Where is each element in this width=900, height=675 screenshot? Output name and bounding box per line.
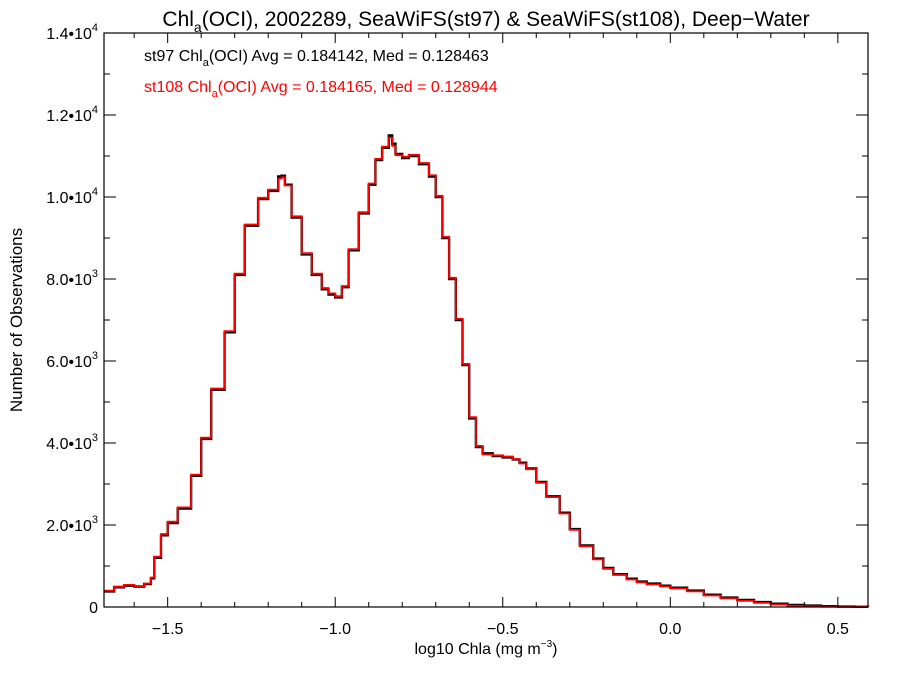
y-tick-label: 6.0•103 (46, 350, 98, 371)
legend-entry-st97: st97 Chla(OCI) Avg = 0.184142, Med = 0.1… (144, 48, 489, 69)
plot-area (103, 32, 870, 608)
legend-entry-st108: st108 Chla(OCI) Avg = 0.184165, Med = 0.… (144, 79, 498, 100)
plot-frame (103, 32, 869, 608)
x-tick-label: −1.0 (319, 621, 351, 638)
legend: st97 Chla(OCI) Avg = 0.184142, Med = 0.1… (144, 48, 498, 100)
y-tick-label: 1.4•104 (46, 22, 98, 43)
y-axis: 0 2.0•103 4.0•103 6.0•103 8.0•103 1.0•104 1.2•… (46, 22, 868, 617)
x-axis: −1.5 −1.0 −0.5 0.0 0.5 (133, 33, 849, 638)
y-tick-label: 0 (89, 600, 98, 617)
y-tick-label: 1.2•104 (46, 104, 98, 125)
y-tick-label: 1.0•104 (46, 186, 98, 207)
y-axis-label: Number of Observations (7, 228, 26, 412)
y-tick-label: 8.0•103 (46, 268, 98, 289)
x-tick-label: −0.5 (487, 621, 519, 638)
series-layer (104, 134, 870, 608)
series-line-1 (104, 136, 869, 608)
x-tick-label: 0.0 (659, 621, 681, 638)
x-tick-label: −1.5 (152, 621, 184, 638)
series-line-0 (104, 134, 870, 608)
chart-title: Chla(OCI), 2002289, SeaWiFS(st97) & SeaW… (162, 8, 809, 35)
x-axis-label: log10 Chla (mg m−3) (414, 639, 557, 658)
y-tick-label: 2.0•103 (46, 514, 98, 535)
y-tick-label: 4.0•103 (46, 432, 98, 453)
x-tick-label: 0.5 (827, 621, 849, 638)
